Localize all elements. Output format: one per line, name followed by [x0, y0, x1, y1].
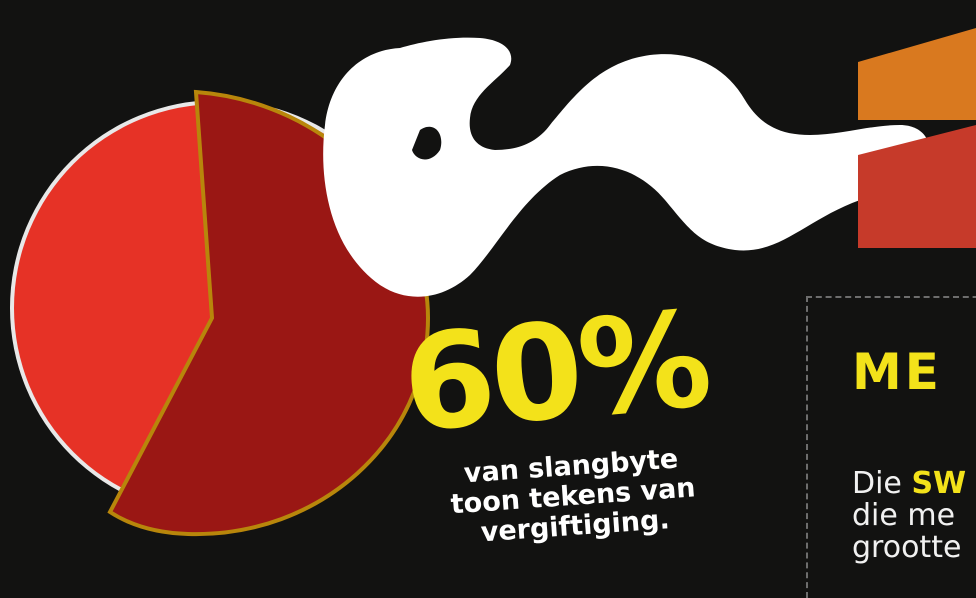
info-body-line: Die SW — [852, 468, 966, 500]
info-body-prefix: Die — [852, 466, 912, 501]
info-body-line: grootte — [852, 530, 962, 565]
stat-percentage: 60% — [397, 282, 714, 463]
pie-chart — [10, 89, 431, 537]
stripe-orange — [858, 28, 976, 120]
info-panel-body: Die SW die me grootte — [852, 468, 966, 564]
stripe-red — [858, 125, 976, 248]
info-panel — [806, 296, 976, 598]
snake-illustration — [323, 37, 929, 297]
info-panel-title: ME — [852, 343, 942, 401]
decorative-stripes — [858, 28, 976, 248]
info-body-highlight: SW — [911, 466, 967, 501]
snake-body — [323, 37, 929, 297]
info-body-line: die me — [852, 498, 956, 533]
